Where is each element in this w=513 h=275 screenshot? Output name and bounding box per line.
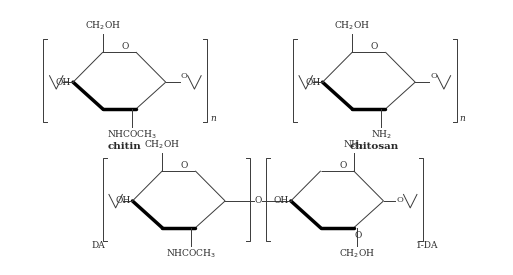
Text: n: n (460, 114, 465, 123)
Text: CH$_2$OH: CH$_2$OH (339, 248, 374, 260)
Text: NH$_2$: NH$_2$ (371, 129, 392, 141)
Text: O: O (254, 196, 262, 205)
Text: O: O (430, 72, 437, 80)
Text: O: O (339, 161, 347, 170)
Text: OH: OH (273, 196, 289, 205)
Text: O: O (122, 42, 129, 51)
Text: O: O (397, 196, 403, 204)
Text: O: O (371, 42, 378, 51)
Text: CH$_2$OH: CH$_2$OH (334, 20, 370, 32)
Text: CH$_2$OH: CH$_2$OH (85, 20, 121, 32)
Text: NHCOCH$_3$: NHCOCH$_3$ (166, 248, 216, 260)
Text: NHCOCH$_3$: NHCOCH$_3$ (107, 129, 157, 141)
Text: O: O (181, 72, 187, 80)
Text: O: O (354, 231, 362, 240)
Text: O: O (181, 161, 188, 170)
Text: chitin: chitin (107, 142, 141, 151)
Text: CH$_2$OH: CH$_2$OH (144, 139, 180, 151)
Text: NH$_2$: NH$_2$ (343, 139, 364, 151)
Text: OH: OH (305, 78, 321, 87)
Text: DA: DA (92, 241, 106, 250)
Text: OH: OH (56, 78, 71, 87)
Text: chitosan: chitosan (349, 142, 399, 151)
Text: 1-DA: 1-DA (416, 241, 438, 250)
Text: OH: OH (115, 196, 130, 205)
Text: n: n (210, 114, 216, 123)
